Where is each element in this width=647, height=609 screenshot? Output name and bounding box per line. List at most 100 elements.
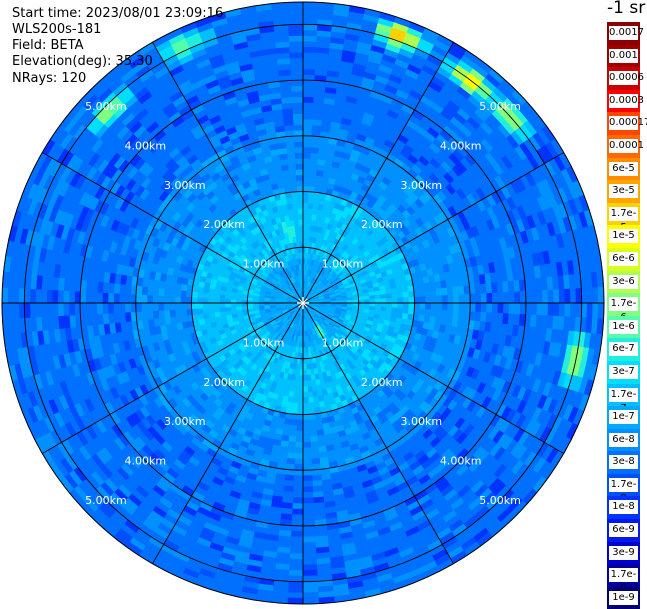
data-cell bbox=[147, 303, 153, 311]
data-cell bbox=[294, 476, 303, 482]
data-cell bbox=[303, 437, 310, 443]
data-cell bbox=[294, 470, 303, 476]
data-cell bbox=[431, 303, 437, 310]
data-cell bbox=[288, 576, 303, 582]
data-cell bbox=[554, 290, 560, 303]
data-cell bbox=[436, 310, 442, 318]
data-cell bbox=[303, 214, 308, 220]
data-cell bbox=[464, 294, 470, 303]
data-cell bbox=[420, 297, 426, 303]
data-cell bbox=[181, 290, 187, 297]
data-cell bbox=[24, 288, 30, 303]
data-cell bbox=[231, 307, 237, 311]
data-cell bbox=[164, 296, 170, 303]
data-cell bbox=[307, 386, 312, 392]
data-cell bbox=[308, 203, 314, 209]
data-cell bbox=[311, 447, 319, 453]
data-cell bbox=[287, 453, 295, 459]
data-cell bbox=[548, 290, 554, 303]
data-cell bbox=[286, 458, 295, 464]
data-cell bbox=[414, 309, 420, 315]
data-cell bbox=[303, 503, 314, 509]
data-cell bbox=[63, 291, 69, 304]
data-cell bbox=[526, 303, 532, 315]
data-cell bbox=[86, 292, 92, 303]
data-cell bbox=[310, 442, 318, 448]
data-cell bbox=[509, 292, 515, 303]
data-cell bbox=[303, 192, 309, 198]
data-cell bbox=[86, 303, 92, 314]
data-cell bbox=[303, 91, 314, 97]
data-cell bbox=[303, 593, 319, 599]
data-cell bbox=[398, 303, 404, 308]
data-cell bbox=[293, 492, 303, 498]
data-cell bbox=[313, 397, 319, 403]
data-cell bbox=[108, 303, 114, 313]
data-cell bbox=[289, 570, 303, 576]
data-cell bbox=[303, 169, 310, 175]
data-cell bbox=[295, 459, 304, 465]
data-cell bbox=[476, 303, 482, 312]
data-cell bbox=[288, 436, 296, 442]
data-cell bbox=[309, 175, 316, 181]
data-cell bbox=[364, 300, 370, 304]
data-cell bbox=[141, 303, 147, 312]
data-cell bbox=[303, 420, 309, 426]
data-cell bbox=[419, 309, 425, 316]
data-cell bbox=[289, 431, 296, 437]
data-cell bbox=[2, 287, 8, 303]
data-cell bbox=[289, 559, 303, 565]
data-cell bbox=[231, 299, 237, 303]
data-cell bbox=[587, 288, 593, 303]
data-cell bbox=[312, 125, 322, 131]
data-cell bbox=[303, 108, 313, 114]
data-cell bbox=[312, 475, 322, 481]
data-cell bbox=[459, 295, 465, 304]
data-cell bbox=[442, 295, 448, 303]
data-cell bbox=[303, 47, 316, 53]
data-cell bbox=[470, 303, 476, 312]
data-cell bbox=[598, 287, 604, 303]
data-cell bbox=[386, 294, 392, 299]
data-cell bbox=[58, 303, 64, 316]
data-cell bbox=[481, 293, 487, 303]
data-cell bbox=[147, 311, 153, 319]
data-cell bbox=[164, 310, 170, 318]
data-cell bbox=[370, 295, 376, 299]
data-cell bbox=[97, 303, 103, 314]
data-cell bbox=[531, 303, 537, 315]
data-cell bbox=[158, 303, 164, 311]
data-cell bbox=[24, 303, 30, 318]
data-cell bbox=[308, 403, 314, 409]
data-cell bbox=[309, 414, 315, 420]
data-cell bbox=[180, 297, 186, 303]
data-cell bbox=[303, 186, 309, 192]
data-cell bbox=[303, 225, 307, 231]
data-cell bbox=[447, 311, 453, 319]
data-cell bbox=[481, 303, 487, 313]
data-cell bbox=[303, 197, 309, 203]
data-cell bbox=[114, 293, 120, 303]
data-cell bbox=[293, 481, 303, 487]
data-cell bbox=[548, 303, 554, 316]
data-cell bbox=[288, 581, 303, 587]
data-cell bbox=[164, 288, 170, 296]
data-cell bbox=[311, 380, 316, 386]
data-cell bbox=[309, 181, 316, 187]
data-cell bbox=[192, 297, 198, 303]
data-cell bbox=[431, 296, 437, 303]
data-cell bbox=[164, 303, 170, 310]
data-cell bbox=[515, 292, 521, 303]
data-cell bbox=[311, 142, 320, 148]
data-cell bbox=[381, 303, 387, 307]
data-cell bbox=[303, 175, 310, 181]
data-cell bbox=[436, 288, 442, 296]
data-cell bbox=[291, 531, 303, 537]
data-cell bbox=[581, 303, 587, 318]
data-cell bbox=[242, 303, 248, 306]
data-cell bbox=[559, 303, 565, 317]
data-cell bbox=[290, 554, 303, 560]
data-cell bbox=[311, 153, 319, 159]
data-cell bbox=[91, 292, 97, 303]
data-cell bbox=[197, 298, 203, 304]
